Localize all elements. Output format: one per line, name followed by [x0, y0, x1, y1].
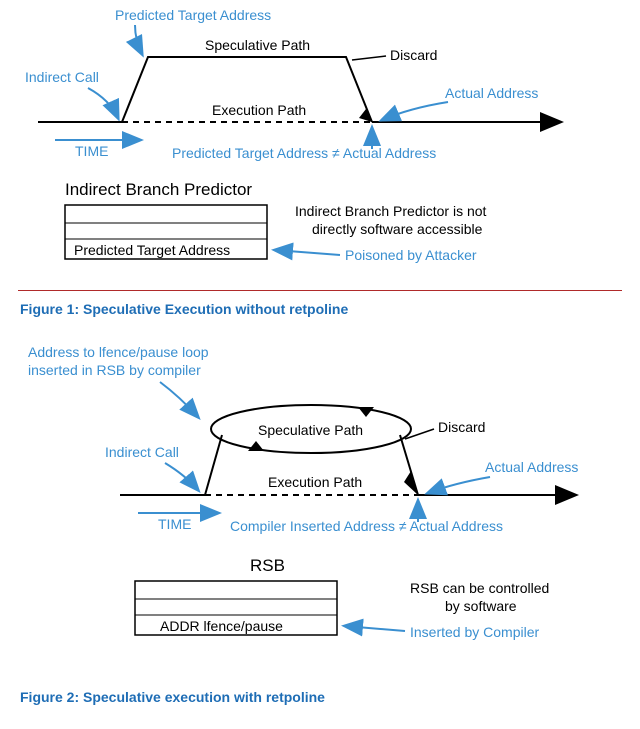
- fig2-indirect-call-label: Indirect Call: [105, 444, 179, 460]
- fig1-poisoned-label: Poisoned by Attacker: [345, 247, 477, 263]
- figure-1-caption: Figure 1: Speculative Execution without …: [0, 291, 640, 327]
- fig2-addr-arrow: [160, 382, 198, 417]
- fig2-spec-path-label: Speculative Path: [258, 422, 363, 438]
- page: Predicted Target Address Indirect Call S…: [0, 0, 640, 715]
- fig2-addr-l1: Address to lfence/pause loop: [28, 344, 209, 360]
- fig2-actual-addr-label: Actual Address: [485, 459, 578, 475]
- fig1-spec-path-label: Speculative Path: [205, 37, 310, 53]
- fig2-trap-right-arrow: [404, 471, 418, 495]
- fig1-ibp-row-label: Predicted Target Address: [74, 242, 230, 258]
- fig2-discard-label: Discard: [438, 419, 485, 435]
- fig2-time-label: TIME: [158, 516, 191, 532]
- fig2-mismatch-label: Compiler Inserted Address ≠ Actual Addre…: [230, 518, 503, 534]
- fig2-loop-arrow-bottom: [248, 441, 264, 451]
- fig1-indirect-call-label: Indirect Call: [25, 69, 99, 85]
- fig1-mismatch-label: Predicted Target Address ≠ Actual Addres…: [172, 145, 436, 161]
- fig2-inserted-label: Inserted by Compiler: [410, 624, 540, 640]
- fig1-indirect-call-arrow: [88, 88, 118, 118]
- fig1-ibp-title: Indirect Branch Predictor: [65, 180, 252, 199]
- fig1-predicted-arrow: [135, 25, 142, 54]
- fig1-predicted-label: Predicted Target Address: [115, 7, 271, 23]
- fig2-inserted-arrow: [345, 626, 405, 631]
- fig1-ibp-note-1: Indirect Branch Predictor is not: [295, 203, 487, 219]
- fig1-time-label: TIME: [75, 143, 108, 159]
- fig1-exec-path-label: Execution Path: [212, 102, 306, 118]
- figure-1-svg: Predicted Target Address Indirect Call S…: [0, 0, 640, 290]
- fig1-actual-addr-label: Actual Address: [445, 85, 538, 101]
- fig2-addr-l2: inserted in RSB by compiler: [28, 362, 201, 378]
- fig2-indirect-call-arrow: [165, 463, 198, 490]
- figure-2-svg: Address to lfence/pause loop inserted in…: [0, 327, 640, 679]
- fig1-discard-label: Discard: [390, 47, 437, 63]
- fig2-trap-left: [205, 435, 222, 495]
- fig2-rsb-note-2: by software: [445, 598, 517, 614]
- fig1-discard-line: [352, 56, 386, 60]
- fig2-loop-arrow-top: [358, 407, 374, 417]
- fig1-poisoned-arrow: [275, 250, 340, 255]
- fig2-actual-addr-arrow: [428, 477, 490, 493]
- fig2-rsb-row-label: ADDR lfence/pause: [160, 618, 283, 634]
- fig1-ibp-note-2: directly software accessible: [312, 221, 483, 237]
- fig2-rsb-title: RSB: [250, 556, 285, 575]
- figure-2-caption: Figure 2: Speculative execution with ret…: [0, 679, 640, 715]
- fig2-exec-path-label: Execution Path: [268, 474, 362, 490]
- fig1-actual-addr-arrow: [382, 102, 448, 120]
- fig2-rsb-note-1: RSB can be controlled: [410, 580, 549, 596]
